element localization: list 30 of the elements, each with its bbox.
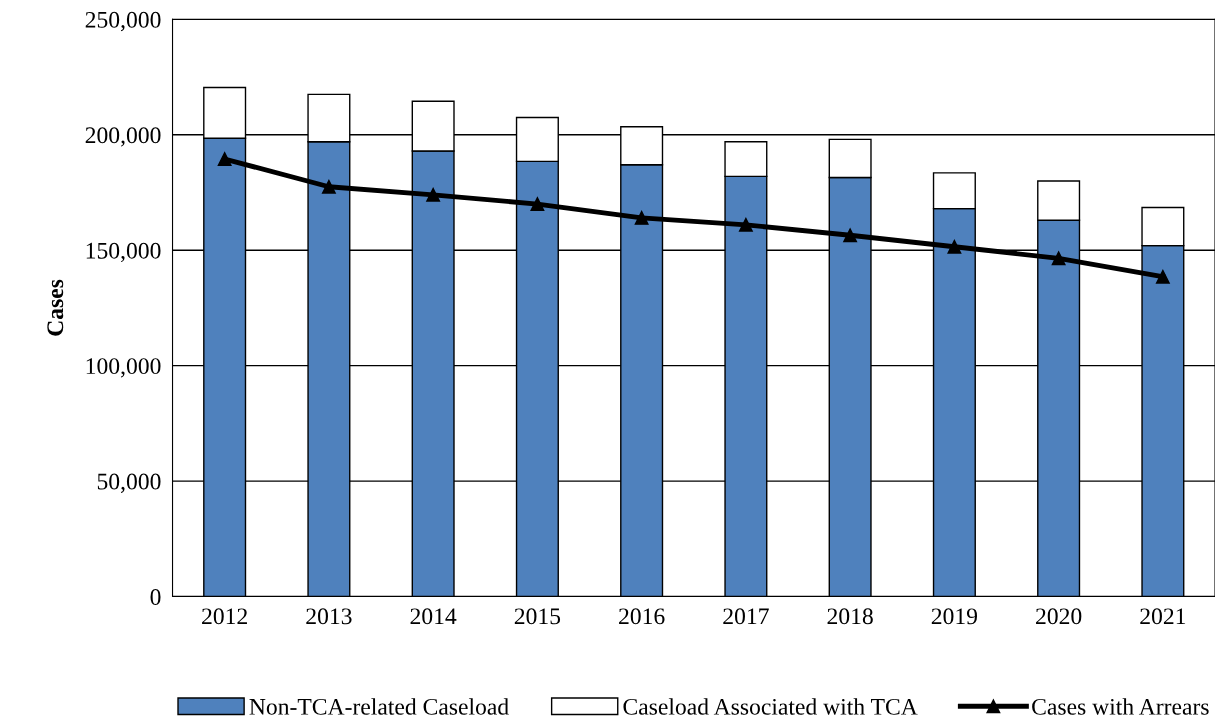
legend-label: Caseload Associated with TCA — [623, 698, 918, 715]
point — [530, 197, 545, 212]
y-tick-label: 250,000 — [85, 11, 161, 32]
x-tick-label: 2017 — [723, 608, 769, 625]
point — [426, 187, 441, 202]
x-tick-label: 2014 — [410, 608, 457, 625]
y-tick-label: 50,000 — [97, 473, 161, 493]
x-tick-label: 2013 — [306, 608, 352, 625]
x-tick-label: 2015 — [514, 608, 561, 625]
x-tick-label: 2018 — [827, 608, 873, 625]
x-tick-label: 2019 — [931, 608, 978, 625]
y-tick-label: 200,000 — [85, 127, 161, 147]
y-axis-title: Cases — [47, 279, 64, 336]
x-tick-label: 2021 — [1140, 608, 1186, 625]
y-tick-label: 0 — [150, 589, 161, 605]
point — [947, 239, 962, 254]
point — [321, 179, 336, 194]
point — [1155, 269, 1170, 284]
y-tick-label: 150,000 — [86, 242, 161, 263]
point — [843, 228, 858, 243]
legend-label: Non-TCA-related Caseload — [249, 698, 509, 715]
y-tick-label: 100,000 — [86, 358, 161, 378]
point — [1051, 251, 1066, 266]
x-tick-label: 2020 — [1036, 608, 1082, 625]
point — [217, 152, 232, 166]
point — [738, 217, 753, 232]
point — [634, 210, 649, 225]
legend-label: Cases with Arrears — [1032, 698, 1209, 715]
x-tick-label: 2012 — [202, 608, 247, 625]
x-tick-label: 2016 — [619, 608, 665, 625]
